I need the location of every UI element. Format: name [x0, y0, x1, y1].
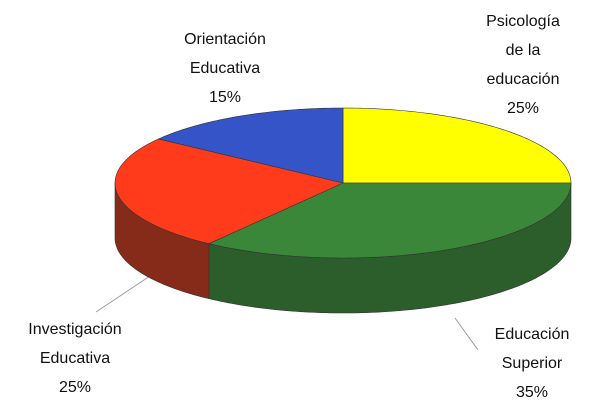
slice-label: Psicología de la educación 25% — [486, 13, 560, 117]
label-name: Orientación — [184, 31, 266, 48]
slice — [157, 107, 344, 184]
slice-tops — [114, 107, 572, 259]
label-name: Investigación — [28, 321, 121, 338]
label-value: 25% — [59, 379, 91, 396]
label-name: Educativa — [40, 350, 110, 367]
slice-label: Educación Superior 35% — [495, 326, 570, 401]
leader-line — [95, 275, 151, 313]
label-value: 35% — [516, 384, 548, 401]
label-name: Psicología — [486, 13, 560, 30]
label-name: Educativa — [190, 60, 260, 77]
label-value: 15% — [209, 89, 241, 106]
slice-label: Orientación Educativa 15% — [184, 31, 266, 106]
label-name: educación — [487, 71, 560, 88]
label-name: Educación — [495, 326, 570, 343]
leader-line — [454, 317, 479, 351]
label-name: Superior — [502, 355, 563, 372]
slice — [342, 107, 572, 184]
label-value: 25% — [507, 100, 539, 117]
slice-label: Investigación Educativa 25% — [28, 321, 121, 396]
label-name: de la — [506, 42, 541, 59]
slice — [208, 182, 572, 259]
slice — [114, 138, 344, 244]
